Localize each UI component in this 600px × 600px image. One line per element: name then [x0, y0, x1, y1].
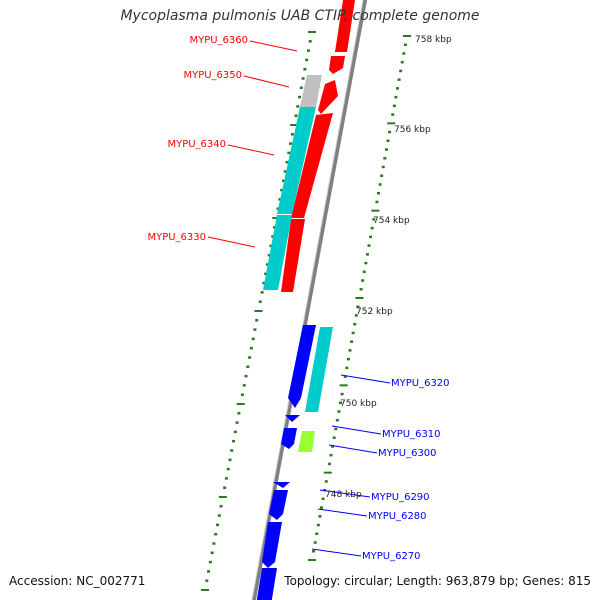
tick-label-752: 752 kbp	[356, 307, 393, 317]
outer-feature-track	[263, 75, 333, 452]
gene-label-mypu6280[interactable]: MYPU_6280	[368, 511, 427, 522]
leader-mypu6350	[243, 75, 290, 88]
gene-arrow-mypu6290[interactable]	[273, 482, 290, 488]
leader-mypu6270	[311, 548, 362, 557]
gene-arrow-mypu6320[interactable]	[288, 325, 316, 408]
gene-arrow-mypu6310[interactable]	[285, 415, 300, 422]
leader-mypu6340	[227, 144, 275, 156]
gene-label-mypu6350[interactable]: MYPU_6350	[183, 70, 242, 81]
gene-label-mypu6290[interactable]: MYPU_6290	[371, 492, 430, 503]
gene-arrow-mypu6340[interactable]	[291, 113, 333, 218]
genome-summary: Topology: circular; Length: 963,879 bp; …	[284, 574, 591, 588]
tick-ring-inner	[201, 31, 316, 591]
gene-label-mypu6300[interactable]: MYPU_6300	[378, 448, 437, 459]
leader-mypu6310	[331, 425, 382, 435]
gene-labels: MYPU_6360 MYPU_6350 MYPU_6340 MYPU_6330 …	[147, 35, 449, 562]
tick-label-754: 754 kbp	[373, 216, 410, 226]
gene-arrow-mypu6340a[interactable]	[318, 80, 338, 114]
gene-arrow-mypu6270[interactable]	[262, 522, 282, 568]
gene-label-mypu6340[interactable]: MYPU_6340	[167, 139, 226, 150]
feature-grey[interactable]	[300, 75, 322, 107]
gene-arrow-mypu6330[interactable]	[281, 219, 305, 292]
leader-mypu6290	[319, 489, 371, 498]
accession-label: Accession: NC_002771	[9, 574, 146, 588]
gene-arrow-mypu6300[interactable]	[281, 428, 297, 449]
gene-arrow-mypu6280[interactable]	[269, 490, 288, 520]
gene-arrow-extra[interactable]	[256, 568, 277, 600]
feature-cyan-1[interactable]	[277, 107, 316, 214]
tick-ring-outer	[308, 35, 411, 561]
tick-labels: 758 kbp 756 kbp 754 kbp 752 kbp 750 kbp …	[325, 35, 452, 500]
gene-arrow-mypu6360[interactable]	[335, 0, 355, 52]
forward-strand-genes	[281, 0, 355, 292]
gene-label-mypu6320[interactable]: MYPU_6320	[391, 378, 450, 389]
tick-label-750: 750 kbp	[340, 399, 377, 409]
leader-mypu6300	[328, 444, 378, 454]
tick-label-758: 758 kbp	[415, 35, 452, 45]
gene-label-mypu6310[interactable]: MYPU_6310	[382, 429, 441, 440]
map-title: Mycoplasma pulmonis UAB CTIP, complete g…	[120, 8, 480, 24]
tick-label-748: 748 kbp	[325, 490, 362, 500]
reverse-strand-genes	[256, 325, 316, 600]
feature-green[interactable]	[298, 431, 315, 452]
leader-mypu6330	[207, 236, 256, 248]
genome-backbone-highlight	[251, 0, 364, 600]
feature-cyan-2[interactable]	[263, 215, 292, 290]
gene-label-mypu6360[interactable]: MYPU_6360	[189, 35, 248, 46]
gene-arrow-mypu6350[interactable]	[329, 56, 345, 74]
tick-label-756: 756 kbp	[394, 125, 431, 135]
gene-label-mypu6270[interactable]: MYPU_6270	[362, 551, 421, 562]
feature-cyan-3[interactable]	[305, 327, 333, 412]
leader-mypu6280	[317, 508, 368, 517]
leader-mypu6320	[340, 374, 391, 384]
label-leaders	[207, 40, 391, 557]
gene-label-mypu6330[interactable]: MYPU_6330	[147, 232, 206, 243]
leader-mypu6360	[249, 40, 298, 52]
